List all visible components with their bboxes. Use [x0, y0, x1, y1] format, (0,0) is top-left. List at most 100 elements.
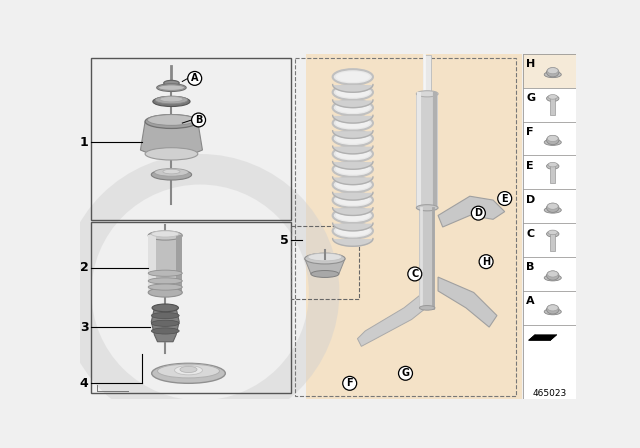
Ellipse shape [333, 85, 373, 100]
Ellipse shape [158, 85, 184, 90]
Ellipse shape [548, 162, 557, 167]
Ellipse shape [336, 118, 370, 129]
Ellipse shape [547, 305, 559, 314]
Ellipse shape [547, 231, 559, 237]
Ellipse shape [151, 328, 179, 334]
Bar [522, 54, 576, 399]
Ellipse shape [148, 270, 182, 276]
Ellipse shape [547, 95, 559, 102]
Polygon shape [305, 258, 345, 274]
Polygon shape [419, 208, 435, 308]
Ellipse shape [164, 80, 179, 86]
Polygon shape [438, 277, 497, 327]
Bar [522, 121, 576, 155]
Ellipse shape [336, 195, 370, 206]
Ellipse shape [417, 91, 438, 97]
Ellipse shape [333, 131, 373, 146]
Circle shape [479, 255, 493, 269]
Ellipse shape [160, 96, 183, 102]
Text: 2: 2 [80, 261, 88, 274]
Ellipse shape [175, 366, 202, 375]
Text: 465023: 465023 [532, 389, 567, 398]
Bar [423, 55, 431, 94]
Text: 5: 5 [280, 233, 289, 246]
Bar [522, 257, 576, 291]
Circle shape [191, 113, 205, 127]
Ellipse shape [147, 115, 195, 125]
Ellipse shape [152, 363, 225, 383]
Text: A: A [191, 73, 198, 83]
Polygon shape [148, 236, 156, 293]
Ellipse shape [333, 223, 373, 238]
Text: B: B [195, 115, 202, 125]
Ellipse shape [308, 253, 342, 261]
Text: F: F [527, 127, 534, 137]
Text: H: H [482, 257, 490, 267]
Ellipse shape [333, 100, 373, 115]
Ellipse shape [148, 231, 182, 240]
Bar [522, 54, 576, 88]
Ellipse shape [336, 102, 370, 113]
Circle shape [408, 267, 422, 281]
Ellipse shape [336, 179, 370, 190]
Bar [522, 291, 576, 325]
Ellipse shape [336, 148, 370, 159]
Bar [91, 58, 291, 220]
Polygon shape [148, 236, 182, 293]
Ellipse shape [547, 68, 558, 74]
Ellipse shape [180, 366, 197, 373]
Bar [522, 155, 576, 189]
Polygon shape [417, 94, 438, 208]
Bar [291, 226, 359, 299]
Bar [522, 189, 576, 223]
Ellipse shape [145, 115, 198, 129]
Ellipse shape [151, 313, 179, 319]
Circle shape [472, 206, 485, 220]
Ellipse shape [547, 163, 559, 169]
Bar [550, 234, 555, 251]
Bar [522, 88, 576, 121]
Ellipse shape [333, 177, 373, 192]
Ellipse shape [544, 309, 561, 315]
Bar [522, 223, 576, 257]
Text: C: C [411, 269, 419, 279]
Ellipse shape [336, 133, 370, 144]
Ellipse shape [148, 278, 182, 284]
Text: B: B [527, 263, 535, 272]
Text: D: D [527, 195, 536, 205]
Ellipse shape [333, 116, 373, 131]
Ellipse shape [419, 306, 435, 310]
Text: E: E [527, 161, 534, 171]
Ellipse shape [333, 69, 373, 85]
Ellipse shape [333, 192, 373, 208]
Polygon shape [140, 121, 202, 156]
Text: 1: 1 [80, 136, 88, 149]
Polygon shape [529, 335, 557, 340]
Ellipse shape [153, 96, 190, 107]
Ellipse shape [336, 72, 370, 82]
Bar [550, 166, 555, 183]
Ellipse shape [336, 210, 370, 221]
Text: 3: 3 [80, 321, 88, 334]
Ellipse shape [336, 87, 370, 98]
Text: 4: 4 [80, 377, 88, 390]
Ellipse shape [151, 169, 191, 180]
Text: E: E [501, 194, 508, 203]
Circle shape [399, 366, 412, 380]
Ellipse shape [148, 284, 182, 290]
Ellipse shape [148, 288, 182, 297]
Ellipse shape [547, 135, 558, 142]
Ellipse shape [544, 207, 561, 213]
Ellipse shape [544, 139, 561, 146]
Ellipse shape [311, 271, 339, 277]
Text: G: G [527, 93, 536, 103]
Ellipse shape [547, 203, 559, 212]
Text: F: F [346, 378, 353, 388]
Polygon shape [358, 293, 431, 346]
Ellipse shape [417, 205, 438, 211]
Text: A: A [527, 296, 535, 306]
Polygon shape [176, 236, 182, 293]
Polygon shape [307, 54, 522, 399]
Ellipse shape [547, 305, 558, 311]
Ellipse shape [547, 203, 558, 209]
